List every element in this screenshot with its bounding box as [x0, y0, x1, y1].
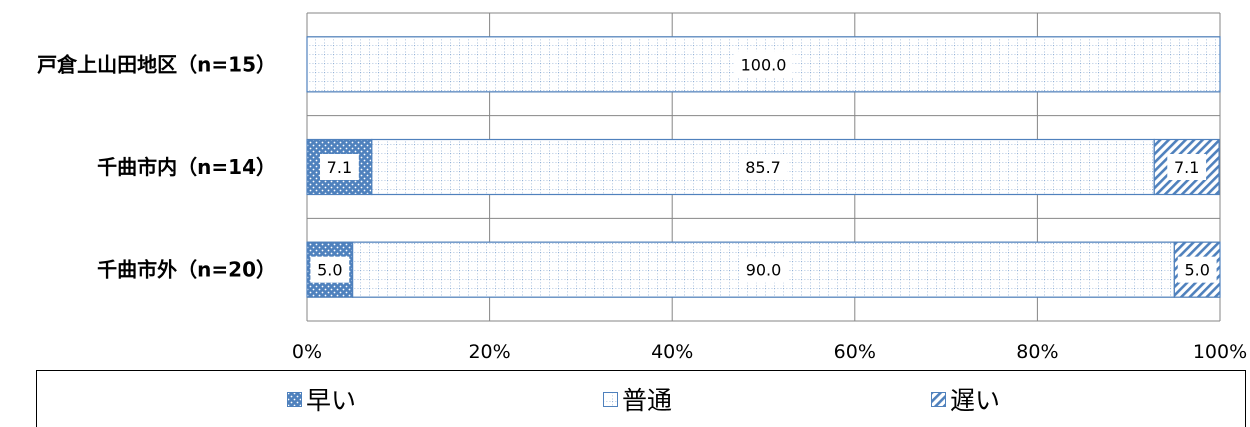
- category-labels: 戸倉上山田地区（n=15） 千曲市内（n=14） 千曲市外（n=20）: [37, 52, 276, 281]
- bars: 100.0 7.1 85.7 7.1 5.0 90.0 5.0: [306, 36, 1221, 298]
- legend-item: 遅い: [931, 381, 1000, 417]
- x-tick-label: 60%: [834, 341, 876, 363]
- legend-item: 早い: [287, 381, 356, 417]
- category-label: 戸倉上山田地区（n=15）: [37, 52, 276, 76]
- legend-item: 普通: [603, 381, 672, 417]
- data-label: 5.0: [317, 261, 342, 280]
- x-tick-label: 20%: [468, 341, 510, 363]
- x-tick-label: 40%: [651, 341, 693, 363]
- category-label: 千曲市外（n=20）: [97, 258, 276, 282]
- data-label-bg: [739, 256, 788, 283]
- data-label: 7.1: [1174, 158, 1199, 177]
- legend-label: 早い: [306, 386, 357, 415]
- legend-label: 普通: [622, 386, 673, 415]
- data-label-bg: [1177, 256, 1217, 283]
- data-label-bg: [1167, 154, 1207, 180]
- data-label: 90.0: [746, 261, 782, 280]
- data-label-bg: [310, 256, 350, 283]
- data-label-bg: [738, 154, 788, 180]
- legend-swatch: [287, 391, 302, 407]
- legend-swatch: [603, 391, 618, 407]
- legend-swatch: [931, 391, 946, 407]
- data-label-bg: [320, 154, 359, 180]
- x-axis-tick-labels: 0% 20% 40% 60% 80% 100%: [292, 341, 1247, 363]
- data-label: 7.1: [327, 158, 352, 177]
- data-label: 5.0: [1184, 261, 1209, 280]
- data-label: 100.0: [741, 55, 787, 74]
- x-tick-label: 0%: [292, 341, 322, 363]
- data-label-bg: [734, 51, 793, 78]
- x-tick-label: 100%: [1193, 341, 1247, 363]
- stacked-bar-chart: 100.0 7.1 85.7 7.1 5.0 90.0 5.0 戸倉上山田地区（n=15） 千…: [37, 12, 1247, 363]
- category-label: 千曲市内（n=14）: [97, 155, 276, 179]
- legend: 早い 普通 遅い: [36, 370, 1246, 427]
- x-tick-label: 80%: [1016, 341, 1058, 363]
- data-label: 85.7: [745, 158, 781, 177]
- legend-label: 遅い: [950, 386, 1001, 415]
